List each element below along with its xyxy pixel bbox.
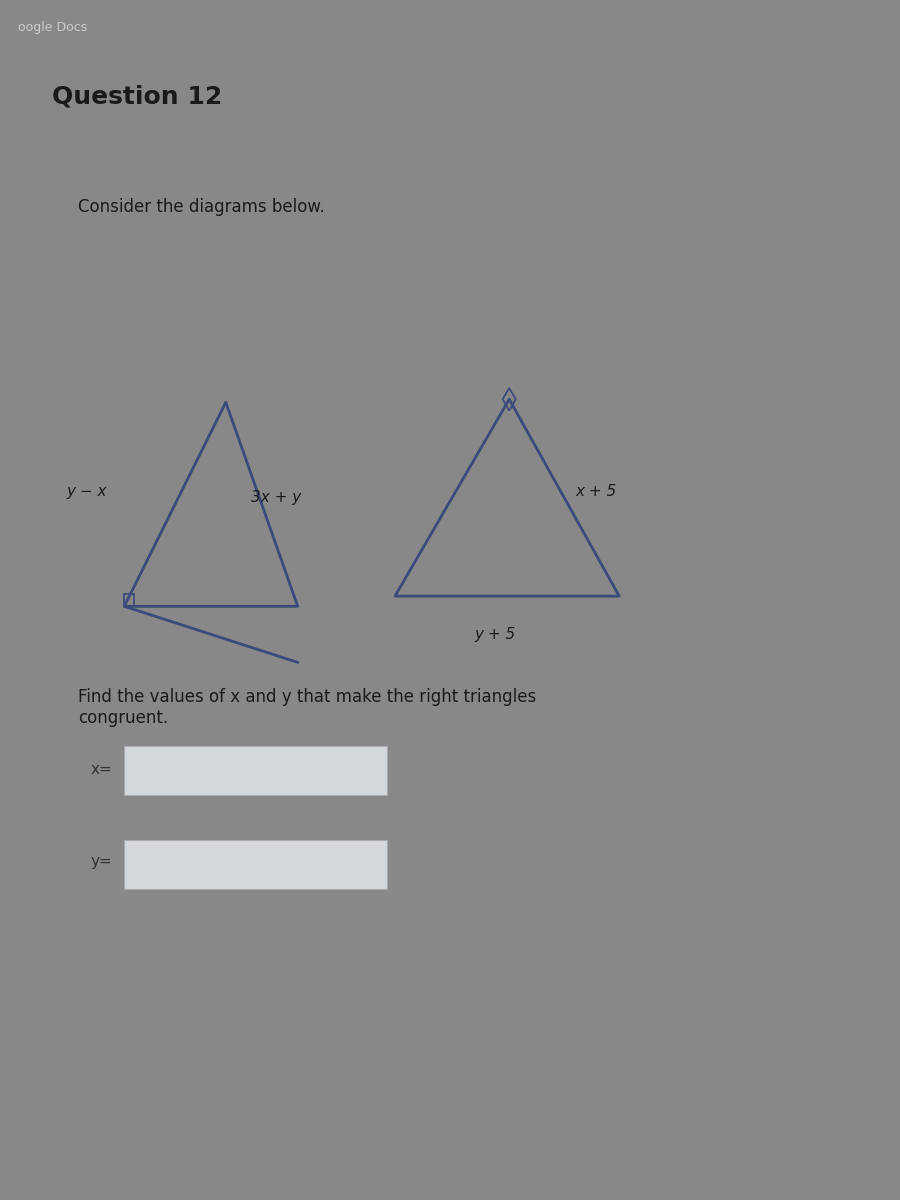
Text: 3x + y: 3x + y [251, 490, 302, 505]
Text: Consider the diagrams below.: Consider the diagrams below. [77, 198, 325, 216]
Text: y − x: y − x [67, 484, 107, 498]
Text: y=: y= [90, 854, 112, 869]
Text: Find the values of x and y that make the right triangles
congruent.: Find the values of x and y that make the… [77, 688, 536, 727]
Bar [124, 840, 387, 889]
Text: oogle Docs: oogle Docs [18, 20, 87, 34]
Text: y + 5: y + 5 [474, 626, 516, 642]
Text: Question 12: Question 12 [52, 84, 222, 108]
Bar [124, 746, 387, 794]
Text: No new data entered yet. Responses are saved automatically.: No new data entered yet. Responses are s… [289, 1116, 611, 1127]
Text: x + 5: x + 5 [575, 484, 616, 498]
Text: x=: x= [90, 762, 112, 778]
